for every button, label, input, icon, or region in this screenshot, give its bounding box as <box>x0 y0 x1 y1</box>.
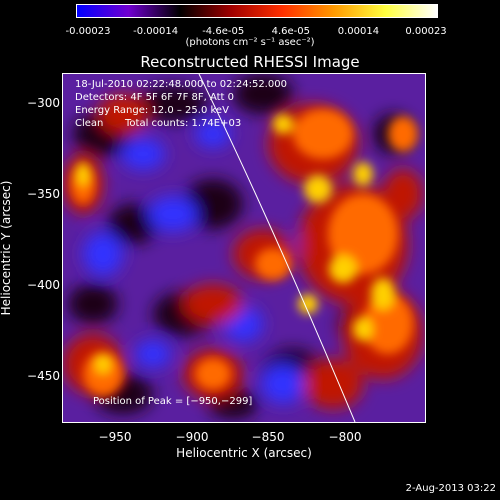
bright-kernels <box>71 109 418 396</box>
blue-region <box>121 138 165 170</box>
y-axis-label: Heliocentric Y (arcsec) <box>0 180 13 316</box>
red-region <box>303 359 363 409</box>
colorbar-units: (photons cm⁻² s⁻¹ asec⁻²) <box>185 37 315 48</box>
dark-region <box>108 204 158 244</box>
blue-region <box>148 196 198 232</box>
solar-limb-line <box>198 74 356 422</box>
colorbar-tick-label: 4.6e-05 <box>271 26 310 37</box>
yellow-kernel <box>353 162 373 186</box>
total-counts-label: Total counts: 1.74E+03 <box>125 118 242 129</box>
colorbar-tick-label: -0.00023 <box>65 26 111 37</box>
clean-label: Clean <box>75 118 104 129</box>
x-tick-label: −900 <box>175 430 209 444</box>
energy-range-label: Energy Range: 12.0 – 25.0 keV <box>75 105 229 116</box>
x-tick-label: −950 <box>98 430 132 444</box>
footer-date: 2-Aug-2013 03:22 <box>405 483 496 494</box>
y-tick-label: −300 <box>27 96 60 110</box>
blue-region <box>195 120 231 148</box>
dark-region <box>138 86 208 122</box>
blue-region <box>261 364 305 404</box>
orange-region <box>328 194 398 274</box>
yellow-kernel <box>298 294 318 314</box>
colorbar-tick-label: -0.00014 <box>133 26 179 37</box>
peak-position-label: Position of Peak = [−950,−299] <box>93 396 253 407</box>
blue-region <box>83 232 123 276</box>
y-tick-label: −450 <box>27 369 60 383</box>
yellow-kernel <box>304 175 332 203</box>
yellow-kernel <box>329 255 357 283</box>
yellow-kernel <box>95 354 111 374</box>
orange-region <box>255 248 291 280</box>
red-region <box>183 284 243 324</box>
dark-region <box>233 74 293 114</box>
colorbar-tick-label: 0.00014 <box>337 26 380 37</box>
yellow-kernel <box>273 114 293 134</box>
dark-region <box>68 284 118 324</box>
image-title: Reconstructed RHESSI Image <box>140 53 360 71</box>
y-tick-label: −350 <box>27 187 60 201</box>
y-tick-label: −400 <box>27 278 60 292</box>
detectors-label: Detectors: 4F 5F 6F 7F 8F, Att 0 <box>75 92 235 103</box>
rhessi-map <box>63 74 425 422</box>
yellow-kernel <box>371 278 395 310</box>
rhessi-image: 18-Jul-2010 02:22:48.000 to 02:24:52.000… <box>62 73 426 423</box>
orange-region <box>363 294 413 354</box>
x-axis-label: Heliocentric X (arcsec) <box>176 446 312 460</box>
blue-region <box>135 340 171 368</box>
yellow-kernel <box>353 317 373 341</box>
orange-region <box>293 109 353 159</box>
colorbar <box>76 4 438 18</box>
time-range-label: 18-Jul-2010 02:22:48.000 to 02:24:52.000 <box>75 79 287 90</box>
orange-region <box>388 116 418 152</box>
orange-region <box>195 358 231 390</box>
x-tick-label: −850 <box>251 430 285 444</box>
colorbar-tick-label: 0.00023 <box>405 26 447 37</box>
dark-region <box>183 179 243 229</box>
x-tick-label: −800 <box>328 430 362 444</box>
red-region <box>383 169 423 219</box>
red-region <box>98 94 148 134</box>
colorbar-tick-label: -4.6e-05 <box>202 26 245 37</box>
yellow-kernel <box>76 162 90 186</box>
